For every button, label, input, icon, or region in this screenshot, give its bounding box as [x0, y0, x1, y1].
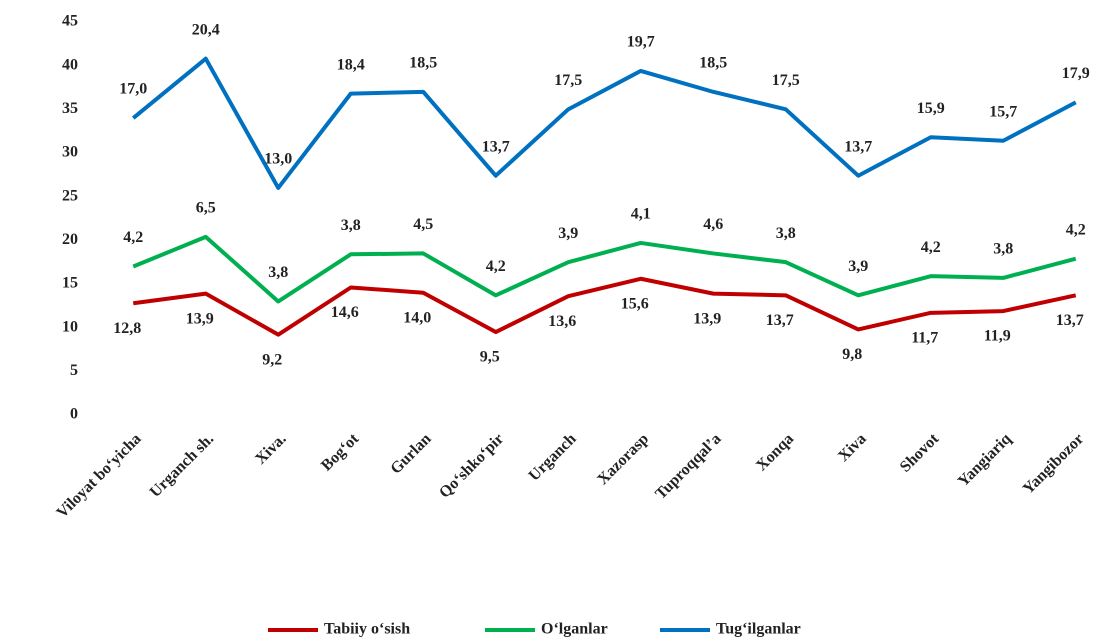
data-label: 14,0 [403, 309, 431, 326]
x-tick-label: Xiva. [252, 430, 289, 467]
data-label: 14,6 [331, 304, 359, 321]
data-label: 13,7 [482, 138, 510, 155]
line-series [131, 56, 1077, 190]
x-tick-label: Qo‘shko‘pir [436, 430, 507, 501]
data-label: 15,9 [917, 100, 945, 117]
data-label: 15,6 [621, 295, 649, 312]
data-label: 3,9 [848, 258, 868, 275]
data-label: 3,8 [776, 225, 796, 242]
y-tick-label: 25 [62, 187, 78, 204]
data-label: 17,9 [1062, 65, 1090, 82]
data-label: 13,7 [1056, 312, 1084, 329]
y-tick-label: 40 [62, 56, 78, 73]
data-label: 13,7 [844, 138, 872, 155]
data-label: 13,9 [186, 310, 214, 327]
data-label: 18,5 [409, 55, 437, 72]
data-label: 15,7 [989, 103, 1017, 120]
y-tick-label: 20 [62, 231, 78, 248]
data-label: 13,0 [264, 151, 292, 168]
data-label: 3,8 [341, 217, 361, 234]
data-label: 9,5 [480, 349, 500, 366]
data-label: 18,5 [699, 55, 727, 72]
y-tick-label: 45 [62, 13, 78, 30]
x-tick-label: Urganch [526, 430, 580, 484]
data-label: 17,0 [119, 81, 147, 98]
line-series [132, 234, 1077, 304]
x-tick-label: Shovot [897, 430, 943, 476]
data-label: 4,2 [486, 258, 506, 275]
y-tick-label: 35 [62, 100, 78, 117]
x-tick-label: Tuproqqal’a [652, 430, 724, 502]
data-label: 3,8 [268, 264, 288, 281]
data-label: 4,2 [123, 229, 143, 246]
data-label: 13,7 [766, 312, 794, 329]
y-tick-label: 30 [62, 144, 78, 161]
x-tick-label: Viloyat bo‘yicha [54, 430, 145, 521]
legend-label: Tug‘ilganlar [716, 621, 801, 638]
x-tick-label: Urganch sh. [147, 430, 217, 500]
data-label: 19,7 [627, 34, 655, 51]
legend-label: O‘lganlar [541, 621, 608, 638]
data-label: 18,4 [337, 56, 365, 73]
data-label: 12,8 [113, 320, 141, 337]
data-label: 17,5 [554, 72, 582, 89]
data-label: 20,4 [192, 21, 220, 38]
data-label: 6,5 [196, 200, 216, 217]
x-tick-label: Xiva [835, 430, 870, 465]
data-label: 9,2 [262, 351, 282, 368]
data-label: 13,6 [548, 313, 576, 330]
y-tick-label: 0 [70, 406, 78, 423]
data-label: 3,8 [993, 241, 1013, 258]
data-label: 11,9 [984, 328, 1011, 345]
data-label: 17,5 [772, 72, 800, 89]
data-label: 4,2 [1066, 221, 1086, 238]
y-tick-label: 10 [62, 318, 78, 335]
y-tick-label: 5 [70, 362, 78, 379]
data-label: 4,5 [413, 216, 433, 233]
data-label: 9,8 [842, 346, 862, 363]
data-label: 4,6 [703, 216, 723, 233]
legend-label: Tabiiy o‘sish [324, 621, 410, 638]
x-tick-label: Yangibozor [1020, 430, 1087, 497]
x-tick-label: Xazorasp [594, 430, 652, 488]
data-label: 4,2 [921, 239, 941, 256]
x-tick-label: Xonqa [753, 430, 797, 474]
line-series [132, 276, 1077, 337]
x-tick-label: Yangiariq [955, 430, 1015, 490]
data-label: 11,7 [911, 329, 938, 346]
y-tick-label: 15 [62, 275, 78, 292]
x-tick-label: Gurlan [387, 430, 434, 477]
x-tick-label: Bog‘ot [318, 430, 363, 475]
data-label: 13,9 [693, 310, 721, 327]
data-label: 3,9 [558, 225, 578, 242]
data-label: 4,1 [631, 206, 651, 223]
